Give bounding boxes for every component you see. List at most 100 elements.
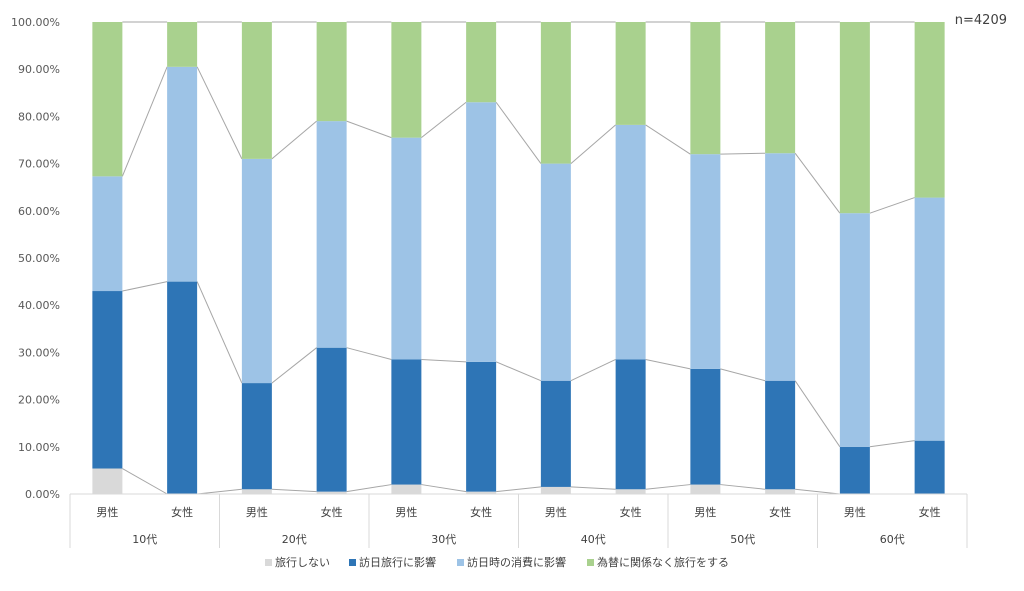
bar-segment [615, 22, 646, 125]
x-group-label: 10代 [132, 533, 157, 546]
series-line [720, 152, 766, 155]
series-line [271, 120, 317, 160]
series-line [869, 440, 915, 448]
bar-segment [914, 197, 945, 441]
series-line [196, 281, 243, 384]
bar-segment [765, 153, 796, 381]
bar-segment [391, 484, 422, 494]
bar-segment [839, 22, 870, 214]
legend-entry: 訪日旅行に影響 [359, 555, 436, 569]
bar-segment [241, 383, 272, 490]
bars-layer [92, 22, 945, 494]
x-category-label: 男性 [96, 505, 118, 519]
series-line [271, 347, 317, 384]
x-category-label: 男性 [844, 505, 866, 519]
bar-segment [316, 22, 347, 122]
bar-segment [540, 163, 571, 381]
x-axis: 男性 女性 男性 女性 男性 女性 男性 女性 男性 女性 男性 女性 10代 20代 30代 40代 50代 6… [69, 493, 968, 548]
bar-segment [914, 440, 945, 494]
series-line [197, 488, 242, 495]
y-tick-label: 60.00% [18, 205, 60, 218]
series-line [645, 358, 691, 370]
series-connector-lines [121, 21, 915, 495]
bar-segment [92, 22, 123, 177]
bar-segment [540, 22, 571, 164]
x-category-label: 女性 [919, 505, 941, 519]
series-line [121, 66, 168, 177]
x-group-label: 60代 [880, 533, 905, 546]
series-line [720, 484, 766, 490]
series-line [570, 359, 616, 382]
bar-segment [540, 486, 571, 494]
series-line [570, 124, 616, 164]
sample-size-note: n=4209 [955, 13, 1007, 28]
x-category-label: 女性 [470, 505, 492, 519]
series-line [122, 468, 168, 495]
series-line [570, 486, 616, 490]
y-tick-label: 30.00% [18, 346, 60, 359]
x-category-label: 女性 [620, 505, 642, 519]
series-line [795, 488, 840, 495]
y-tick-label: 40.00% [18, 299, 60, 312]
bar-segment [914, 22, 945, 198]
bar-segment [615, 124, 646, 360]
bar-segment [466, 22, 497, 103]
bar-segment [765, 489, 796, 494]
series-line [346, 347, 392, 360]
x-category-label: 女性 [321, 505, 343, 519]
bar-segment [391, 22, 422, 138]
bar-segment [167, 281, 198, 494]
series-line [645, 484, 691, 490]
bar-segment [839, 213, 870, 447]
series-line [869, 197, 915, 214]
legend-swatch [457, 559, 464, 566]
bar-segment [466, 361, 497, 492]
y-tick-label: 20.00% [18, 394, 60, 407]
legend-entry: 訪日時の消費に影響 [467, 555, 566, 569]
bar-segment [540, 380, 571, 487]
y-tick-label: 10.00% [18, 441, 60, 454]
y-axis: 0.00% 10.00% 20.00% 30.00% 40.00% 50.00% 60.00… [11, 16, 60, 501]
bar-segment [92, 468, 123, 494]
series-line [346, 120, 392, 139]
series-line [196, 66, 243, 160]
bar-segment [690, 22, 721, 155]
series-line [421, 101, 467, 139]
y-tick-label: 70.00% [18, 158, 60, 171]
series-line [421, 358, 467, 363]
series-line [794, 152, 841, 214]
bar-segment [615, 359, 646, 490]
series-line [122, 281, 168, 292]
series-line [346, 484, 392, 493]
bar-segment [167, 22, 198, 67]
legend-entry: 為替に関係なく旅行をする [597, 555, 729, 569]
bar-segment [690, 484, 721, 494]
series-line [720, 368, 766, 382]
y-tick-label: 100.00% [11, 16, 60, 29]
legend: 旅行しない 訪日旅行に影響 訪日時の消費に影響 為替に関係なく旅行をする [265, 555, 729, 569]
bar-segment [92, 176, 123, 292]
bar-segment [391, 359, 422, 485]
series-line [271, 488, 317, 493]
bar-segment [241, 158, 272, 384]
bar-segment [765, 380, 796, 490]
bar-segment [839, 446, 870, 494]
legend-swatch [265, 559, 272, 566]
legend-swatch [349, 559, 356, 566]
y-tick-label: 80.00% [18, 110, 60, 123]
x-group-label: 40代 [581, 533, 606, 546]
series-line [495, 361, 542, 382]
x-category-label: 男性 [694, 505, 716, 519]
bar-segment [241, 489, 272, 494]
series-line [645, 124, 691, 155]
x-group-label: 20代 [282, 533, 307, 546]
x-category-label: 女性 [769, 505, 791, 519]
y-tick-label: 50.00% [18, 252, 60, 265]
x-group-label: 30代 [431, 533, 456, 546]
y-tick-label: 90.00% [18, 63, 60, 76]
bar-segment [92, 291, 123, 469]
series-line [495, 101, 542, 164]
x-category-label: 女性 [171, 505, 193, 519]
bar-segment [765, 22, 796, 154]
